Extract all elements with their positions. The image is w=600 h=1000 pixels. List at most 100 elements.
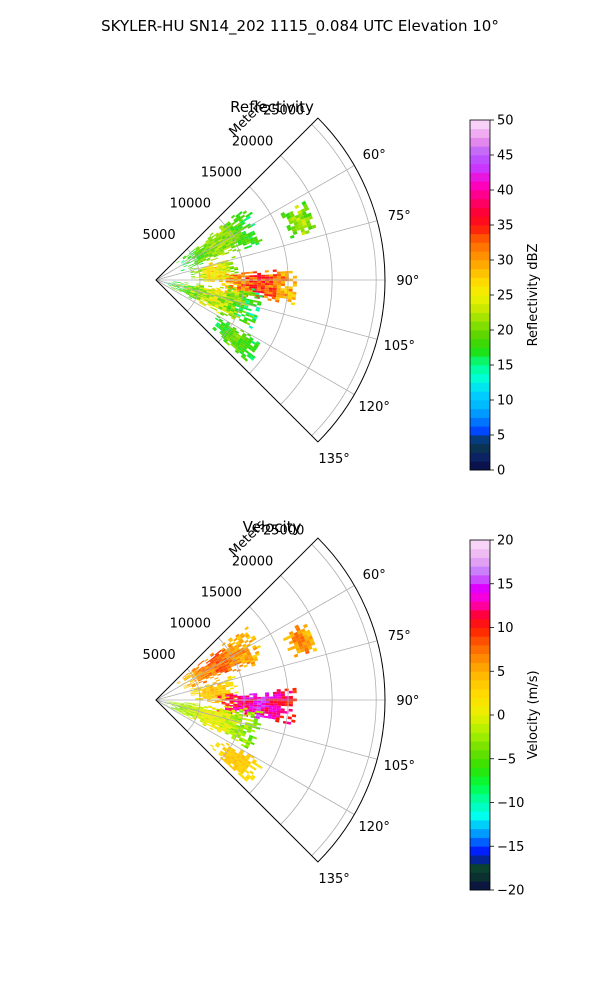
echo-cell (208, 299, 213, 303)
echo-cell (245, 280, 250, 283)
echo-cell (232, 289, 237, 292)
echo-cell (218, 268, 223, 270)
echo-cell (236, 229, 241, 233)
echo-cell (168, 284, 172, 286)
echo-cell (206, 241, 211, 245)
echo-cell (238, 716, 243, 720)
echo-cell (235, 342, 240, 347)
echo-cell (210, 273, 215, 276)
echo-cell (222, 293, 227, 296)
colorbar-swatch (470, 697, 490, 707)
echo-cell (235, 711, 240, 714)
echo-cell (241, 299, 246, 302)
echo-cell (241, 347, 247, 352)
echo-cell (214, 725, 219, 729)
echo-cell (192, 669, 197, 673)
echo-cell (203, 681, 208, 684)
echo-cell (210, 695, 215, 697)
echo-cell (185, 292, 190, 295)
echo-cell (201, 256, 206, 260)
echo-cell (197, 249, 202, 253)
echo-cell (221, 266, 226, 268)
echo-cell (243, 777, 249, 782)
echo-cell (188, 296, 193, 300)
echo-cell (198, 713, 202, 716)
reflectivity-title: Reflectivity (230, 98, 314, 116)
echo-cell (232, 651, 238, 655)
echo-cell (256, 302, 262, 306)
echo-cell (210, 744, 214, 748)
echo-cell (237, 702, 242, 704)
echo-cell (218, 658, 223, 662)
colorbar-swatch (470, 356, 490, 366)
echo-cell (234, 646, 239, 650)
echo-cell (216, 288, 221, 291)
echo-cell (175, 706, 180, 709)
echo-cell (268, 291, 273, 295)
echo-cell (239, 350, 244, 355)
echo-cell (238, 211, 243, 216)
echo-cell (251, 712, 256, 715)
echo-cell (189, 294, 194, 297)
echo-cell (236, 755, 241, 760)
echo-cell (187, 706, 192, 708)
echo-cell (183, 684, 187, 687)
echo-cell (242, 714, 247, 717)
echo-cell (185, 714, 189, 717)
echo-cell (237, 298, 242, 301)
echo-cell (245, 275, 250, 278)
echo-cell (236, 222, 241, 227)
echo-cell (238, 713, 243, 717)
colorbar-swatch (470, 163, 490, 173)
echo-cell (218, 715, 223, 718)
echo-cell (264, 711, 269, 714)
echo-cell (209, 665, 214, 669)
echo-cell (204, 253, 209, 257)
echo-cell (311, 224, 317, 229)
echo-cell (206, 258, 211, 262)
echo-cell (246, 223, 251, 227)
echo-cell (180, 269, 185, 272)
echo-cell (277, 273, 281, 277)
echo-cell (205, 246, 210, 250)
echo-cell (207, 670, 212, 674)
echo-cell (214, 324, 219, 328)
azimuth-gridline (155, 699, 378, 760)
echo-cell (301, 231, 306, 236)
echo-cell (261, 282, 266, 286)
echo-cell (235, 647, 240, 652)
echo-cell (236, 315, 241, 319)
echo-cell (230, 214, 236, 219)
echo-cell (206, 691, 211, 693)
echo-cell (255, 242, 260, 246)
echo-cell (234, 349, 240, 354)
echo-cell (235, 236, 240, 240)
echo-cell (176, 704, 181, 706)
echo-cell (253, 658, 259, 662)
echo-cell (245, 298, 250, 302)
echo-cell (275, 299, 280, 303)
echo-cell (240, 336, 245, 340)
echo-cell (217, 244, 222, 248)
echo-cell (237, 703, 242, 706)
colorbar-swatch (470, 820, 490, 830)
echo-cell (203, 275, 207, 277)
echo-cell (230, 293, 235, 297)
echo-cell (227, 677, 232, 680)
echo-cell (164, 702, 169, 704)
echo-cell (191, 707, 196, 709)
echo-cell (210, 292, 215, 295)
echo-cell (268, 714, 273, 717)
echo-cell (275, 295, 281, 298)
figure-suptitle: SKYLER-HU SN14_202 1115_0.084 UTC Elevat… (101, 17, 499, 36)
echo-cell (192, 704, 197, 706)
echo-cell (249, 336, 254, 341)
echo-cell (235, 656, 240, 660)
echo-cell (208, 298, 213, 301)
echo-cell (233, 338, 238, 343)
echo-cell (210, 668, 215, 671)
echo-cell (164, 700, 169, 702)
echo-cell (214, 713, 219, 716)
colorbar-label: Velocity (m/s) (526, 670, 541, 759)
echo-cell (304, 217, 310, 222)
